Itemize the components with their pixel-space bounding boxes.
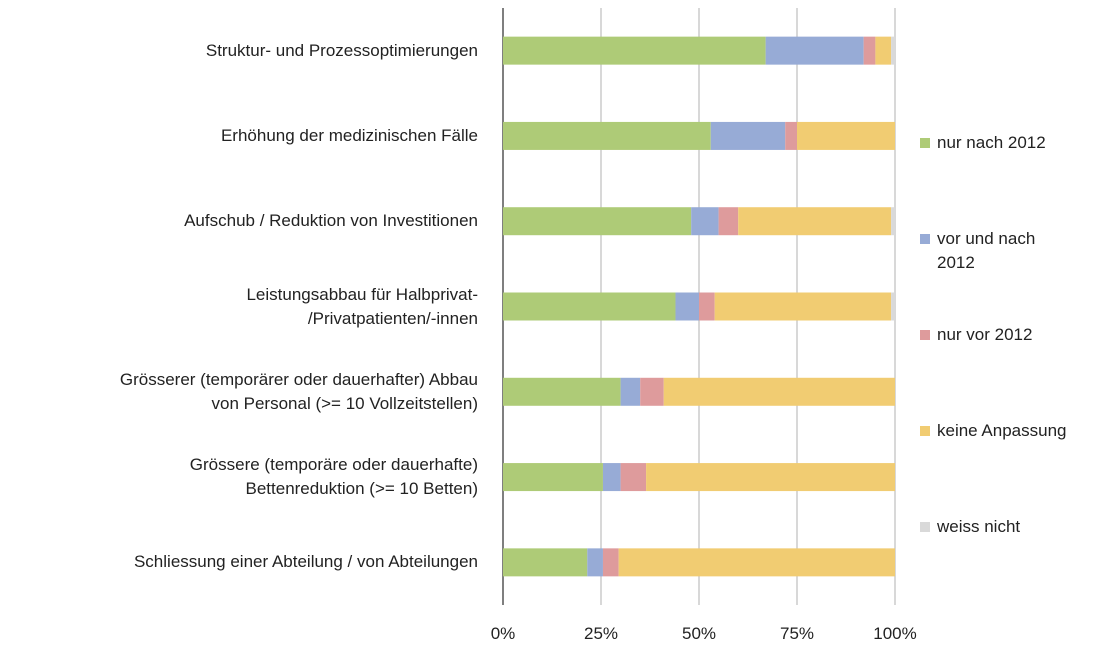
- bar-segment: [699, 292, 715, 321]
- legend-swatch: [920, 138, 930, 148]
- x-tick-label: 0%: [490, 624, 516, 643]
- legend-label: nur vor 2012: [937, 325, 1033, 344]
- category-label: Erhöhung der medizinischen Fälle: [220, 125, 478, 145]
- legend-swatch: [920, 426, 930, 436]
- bar-segment: [891, 292, 895, 321]
- bar-segment: [663, 377, 895, 406]
- bar-segment: [640, 377, 664, 406]
- bar-segment: [503, 207, 692, 236]
- bar-segment: [646, 463, 895, 492]
- x-tick-label: 25%: [583, 624, 619, 643]
- category-label: Leistungsabbau für Halbprivat- /Privatpa…: [246, 284, 478, 328]
- bar-segment: [602, 548, 619, 577]
- legend-swatch: [920, 330, 930, 340]
- bar-segment: [891, 36, 895, 65]
- legend-label: nur nach 2012: [937, 133, 1046, 152]
- bar-segment: [503, 292, 676, 321]
- legend-label: keine Anpassung: [937, 421, 1067, 440]
- bar-segment: [587, 548, 603, 577]
- x-tick-label: 100%: [873, 624, 917, 643]
- category-label: Struktur- und Prozessoptimierungen: [205, 40, 478, 60]
- bar-segment: [503, 463, 603, 492]
- legend-label: weiss nicht: [937, 517, 1021, 536]
- legend-swatch: [920, 234, 930, 244]
- bar-segment: [714, 292, 892, 321]
- bar-segment: [875, 36, 892, 65]
- bar-segment: [503, 121, 711, 150]
- bar-segment: [710, 121, 786, 150]
- bar-segment: [503, 377, 621, 406]
- bar-segment: [691, 207, 719, 236]
- legend-label: vor und nach 2012: [937, 229, 1036, 272]
- bar-segment: [891, 207, 895, 236]
- bar-segment: [718, 207, 739, 236]
- bar-segment: [863, 36, 876, 65]
- bar-segment: [503, 548, 588, 577]
- bar-segment: [618, 548, 895, 577]
- bar-segment: [503, 36, 766, 65]
- legend-swatch: [920, 522, 930, 532]
- bar-segment: [620, 377, 641, 406]
- bar-segment: [738, 207, 892, 236]
- bar-segment: [785, 121, 797, 150]
- bar-segment: [620, 463, 647, 492]
- bar-segment: [765, 36, 864, 65]
- bar-segment: [602, 463, 621, 492]
- category-label: Aufschub / Reduktion von Investitionen: [184, 211, 478, 231]
- bar-segment: [797, 121, 895, 150]
- x-tick-label: 75%: [779, 624, 815, 643]
- category-label: Schliessung einer Abteilung / von Abteil…: [133, 552, 478, 572]
- category-label: Grösserer (temporärer oder dauerhafter) …: [119, 369, 478, 413]
- category-label: Grössere (temporäre oder dauerhafte) Bet…: [189, 455, 478, 499]
- x-tick-label: 50%: [681, 624, 717, 643]
- bar-segment: [675, 292, 699, 321]
